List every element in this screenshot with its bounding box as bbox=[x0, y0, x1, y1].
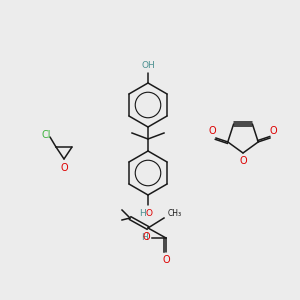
Text: OH: OH bbox=[141, 61, 155, 70]
Text: O: O bbox=[146, 209, 152, 218]
Text: H: H bbox=[141, 233, 147, 242]
Text: Cl: Cl bbox=[42, 130, 52, 140]
Text: O: O bbox=[162, 255, 170, 265]
Text: H: H bbox=[139, 209, 145, 218]
Text: O: O bbox=[142, 232, 150, 242]
Text: CH₃: CH₃ bbox=[168, 209, 182, 218]
Text: O: O bbox=[269, 126, 277, 136]
Text: O: O bbox=[60, 163, 68, 173]
Text: O: O bbox=[209, 126, 217, 136]
Text: O: O bbox=[239, 156, 247, 166]
